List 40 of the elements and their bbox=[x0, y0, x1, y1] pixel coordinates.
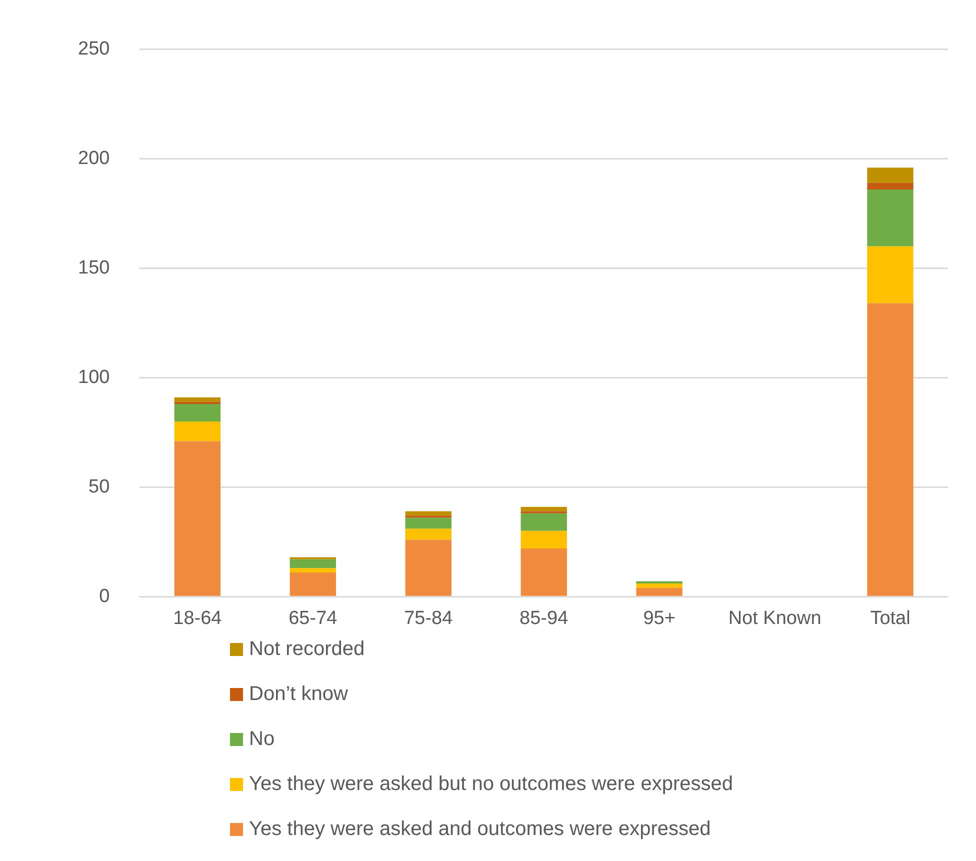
bar bbox=[867, 246, 914, 304]
bar bbox=[867, 182, 914, 190]
bar bbox=[405, 511, 452, 516]
x-tick-label: Not Known bbox=[728, 608, 822, 630]
y-tick-label: 200 bbox=[78, 148, 110, 170]
bar bbox=[867, 168, 914, 183]
bar bbox=[636, 583, 682, 588]
bar bbox=[174, 441, 221, 596]
bar bbox=[867, 189, 914, 246]
bar bbox=[520, 548, 567, 596]
bar bbox=[405, 528, 452, 540]
legend-label: Yes they were asked and outcomes were expressed bbox=[249, 818, 711, 841]
x-tick-label: 65-74 bbox=[288, 608, 338, 630]
legend-label: No bbox=[249, 728, 275, 751]
x-tick-label: Total bbox=[870, 608, 910, 630]
bar bbox=[405, 540, 452, 596]
bar bbox=[520, 530, 567, 548]
x-tick-label: 95+ bbox=[643, 608, 676, 630]
bar bbox=[174, 397, 221, 402]
bar bbox=[520, 513, 567, 531]
bar bbox=[174, 421, 221, 442]
legend-label: Yes they were asked but no outcomes were expressed bbox=[249, 773, 733, 796]
y-tick-label: 0 bbox=[99, 586, 110, 607]
x-tick-label: 75-84 bbox=[404, 608, 454, 630]
bar bbox=[290, 559, 336, 568]
bar bbox=[174, 404, 221, 422]
bar bbox=[636, 588, 682, 596]
y-tick-label: 150 bbox=[78, 258, 110, 279]
bar bbox=[405, 518, 452, 529]
legend-label: Not recorded bbox=[249, 638, 365, 661]
x-tick-label: 85-94 bbox=[520, 608, 569, 630]
bar bbox=[867, 303, 914, 596]
bar bbox=[290, 572, 336, 596]
legend-label: Don’t know bbox=[249, 683, 348, 706]
y-tick-label: 50 bbox=[88, 476, 110, 498]
y-tick-label: 100 bbox=[78, 366, 110, 388]
bar bbox=[520, 506, 567, 512]
bar bbox=[290, 568, 336, 573]
x-tick-label: 18-64 bbox=[173, 608, 222, 630]
y-tick-label: 250 bbox=[78, 38, 110, 60]
